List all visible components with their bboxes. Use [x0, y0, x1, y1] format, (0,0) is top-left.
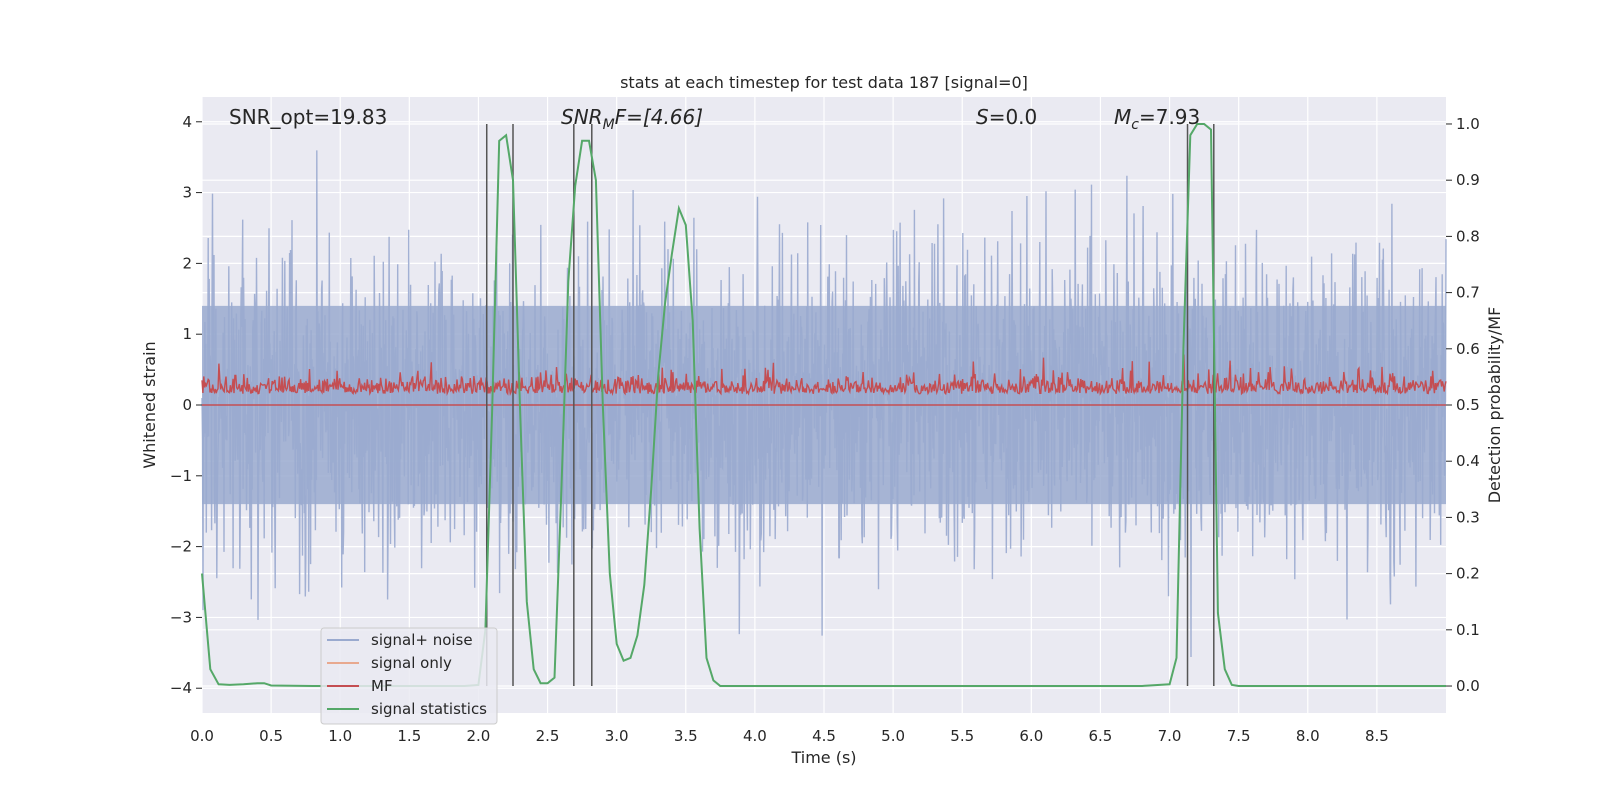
x-tick-label: 0.0	[190, 727, 214, 745]
annotation-snr-opt: SNR_opt=19.83	[229, 105, 387, 129]
annotation-snr-mf-rest: F=[4.66]	[615, 105, 703, 129]
y2-tick-label: 0.4	[1456, 452, 1480, 470]
mf-series	[201, 354, 1447, 406]
x-tick-label: 3.0	[605, 727, 629, 745]
y-axis-ticks: 4 3 2 1 0 −1 −2 −3 −4	[170, 113, 202, 697]
annotation-mc-main: M	[1114, 105, 1131, 129]
x-tick-label: 6.5	[1089, 727, 1113, 745]
mf-line	[201, 354, 1447, 397]
x-tick-label: 4.5	[812, 727, 836, 745]
legend-label-mf: MF	[371, 677, 393, 695]
y-tick-label: 0	[182, 396, 192, 414]
annotation-mc-sub: c	[1131, 117, 1139, 133]
annotation-mc-rest: =7.93	[1139, 105, 1200, 129]
y2-tick-label: 0.8	[1456, 227, 1480, 245]
x-tick-label: 0.5	[259, 727, 283, 745]
annotation-s-main: S	[976, 105, 989, 129]
y-tick-label: 1	[182, 325, 192, 343]
annotation-s: S=0.0	[976, 105, 1037, 129]
x-tick-label: 5.0	[881, 727, 905, 745]
y-tick-label: 3	[182, 184, 192, 202]
y2-tick-label: 0.3	[1456, 508, 1480, 526]
annotation-s-rest: =0.0	[989, 105, 1038, 129]
x-tick-label: 5.5	[950, 727, 974, 745]
x-tick-label: 4.0	[743, 727, 767, 745]
y-axis-label: Whitened strain	[140, 341, 159, 468]
legend-box	[320, 627, 498, 725]
x-axis-ticks: 0.0 0.5 1.0 1.5 2.0 2.5 3.0 3.5 4.0 4.5 5.0 5.5 6.0 6…	[190, 727, 1389, 745]
x-tick-label: 7.0	[1158, 727, 1182, 745]
x-tick-label: 1.0	[328, 727, 352, 745]
y-tick-label: −1	[170, 467, 192, 485]
legend-label-signal-statistics: signal statistics	[371, 700, 487, 718]
y2-tick-label: 0.5	[1456, 396, 1480, 414]
y-tick-label: −2	[170, 538, 192, 556]
legend: signal+ noise signal only MF signal stat…	[320, 627, 498, 725]
x-tick-label: 3.5	[674, 727, 698, 745]
annotation-snr-mf-sub: M	[603, 117, 615, 133]
y2-tick-label: 1.0	[1456, 115, 1480, 133]
y2-tick-label: 0.9	[1456, 171, 1480, 189]
y2-tick-label: 0.1	[1456, 621, 1480, 639]
y-tick-label: 4	[182, 113, 192, 131]
annotation-mc: Mc=7.93	[1114, 105, 1200, 133]
y-tick-label: −3	[170, 608, 192, 626]
y2-tick-label: 0.0	[1456, 677, 1480, 695]
legend-label-signal-only: signal only	[371, 654, 452, 672]
annotation-snr-mf-main: SNR	[561, 105, 603, 129]
x-tick-label: 2.0	[467, 727, 491, 745]
x-tick-label: 1.5	[397, 727, 421, 745]
x-tick-label: 8.5	[1365, 727, 1389, 745]
y-tick-label: 2	[182, 254, 192, 272]
annotation-snr-mf: SNRMF=[4.66]	[561, 105, 703, 133]
x-tick-label: 7.5	[1227, 727, 1251, 745]
y2-tick-label: 0.6	[1456, 340, 1480, 358]
y-tick-label: −4	[170, 679, 192, 697]
y2-axis-label: Detection probability/MF	[1485, 307, 1504, 504]
x-tick-label: 6.0	[1019, 727, 1043, 745]
chart-title: stats at each timestep for test data 187…	[620, 73, 1028, 92]
y2-axis-ticks: 1.0 0.9 0.8 0.7 0.6 0.5 0.4 0.3 0.2 0.1 0.0	[1446, 115, 1480, 695]
y2-tick-label: 0.7	[1456, 284, 1480, 302]
legend-label-signal-noise: signal+ noise	[371, 631, 473, 649]
x-axis-label: Time (s)	[790, 748, 856, 767]
y2-tick-label: 0.2	[1456, 565, 1480, 583]
x-tick-label: 8.0	[1296, 727, 1320, 745]
x-tick-label: 2.5	[536, 727, 560, 745]
